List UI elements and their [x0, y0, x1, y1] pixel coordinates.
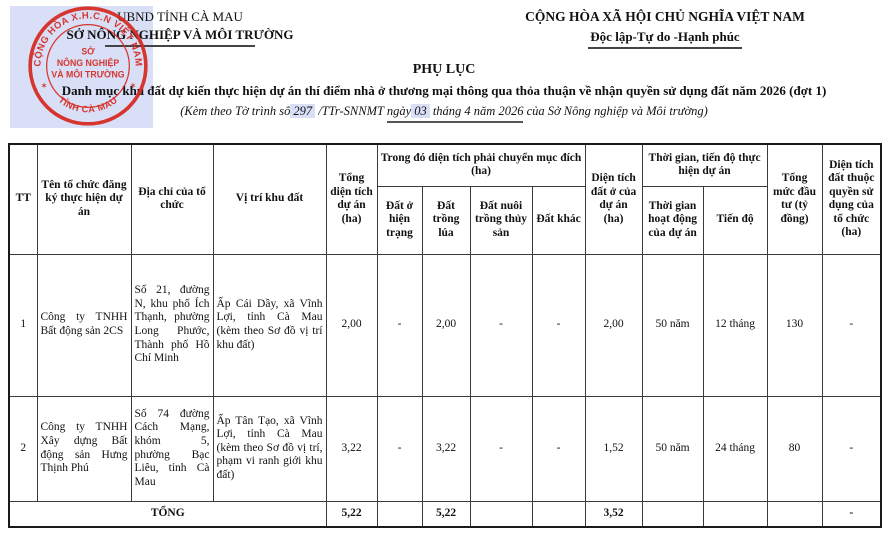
cell-own-land: -	[821, 253, 882, 397]
seal-center-line2: NÔNG NGHIỆP	[57, 57, 119, 68]
reference-suffix: của Sở Nông nghiệp và Môi trường)	[526, 104, 708, 118]
motto-line: Độc lập-Tự do -Hạnh phúc	[588, 28, 742, 49]
page-title: PHỤ LỤC	[412, 62, 476, 77]
reference-symbol: /TTr-SNNMT	[318, 104, 384, 118]
reference-prefix: (Kèm theo Tờ trình số	[180, 104, 291, 118]
cell-duration: 50 năm	[641, 395, 704, 502]
col-header-investment: Tổng mức đầu tư (tỷ đồng)	[766, 143, 823, 255]
total-residential-area: 3,52	[584, 500, 643, 528]
cell-location: Ấp Tân Tạo, xã Vĩnh Lợi, tỉnh Cà Mau (kè…	[212, 395, 327, 502]
svg-text:TỈNH CÀ MAU: TỈNH CÀ MAU	[57, 95, 120, 115]
seal-center-line3: VÀ MÔI TRƯỜNG	[51, 68, 124, 79]
total-progress	[702, 500, 768, 528]
cell-investment: 80	[766, 395, 823, 502]
national-motto-header: CỘNG HÒA XÃ HỘI CHỦ NGHĨA VIỆT NAM Độc l…	[450, 8, 880, 49]
total-residential-existing	[376, 500, 423, 528]
total-investment	[766, 500, 823, 528]
col-header-residential-existing: Đất ở hiện trạng	[376, 185, 423, 255]
cell-residential-area: 2,00	[584, 253, 643, 397]
cell-duration: 50 năm	[641, 253, 704, 397]
total-duration	[641, 500, 704, 528]
cell-other-land: -	[531, 253, 586, 397]
country-title: CỘNG HÒA XÃ HỘI CHỦ NGHĨA VIỆT NAM	[525, 9, 805, 24]
cell-org-name: Công ty TNHH Xây dựng Bất động sản Hưng …	[36, 395, 132, 502]
land-plot-table: TT Tên tổ chức đăng ký thực hiện dự án Đ…	[8, 143, 883, 528]
col-header-residential-area: Diện tích đất ở của dự án (ha)	[584, 143, 643, 255]
col-header-aquaculture: Đất nuôi trồng thủy sản	[469, 185, 533, 255]
total-other-land	[531, 500, 586, 528]
agency-underline	[105, 45, 255, 48]
agency-name: SỞ NÔNG NGHIỆP VÀ MÔI TRƯỜNG	[66, 26, 294, 42]
col-header-org-name: Tên tổ chức đăng ký thực hiện dự án	[36, 143, 132, 255]
cell-progress: 12 tháng	[702, 253, 768, 397]
reference-date-underlined: ngày 03 tháng 4 năm 2026	[386, 104, 524, 123]
table-row-1: 1 Công ty TNHH Bất động sản 2CS Số 21, đ…	[8, 253, 882, 397]
col-header-duration: Thời gian hoạt động của dự án	[641, 185, 704, 255]
col-group-conversion: Trong đó diện tích phải chuyển mục đích …	[376, 143, 586, 187]
total-rice-land: 5,22	[421, 500, 471, 528]
total-row: TỔNG 5,22 5,22 3,52 -	[8, 500, 882, 528]
cell-total-area: 3,22	[325, 395, 378, 502]
agency-parent-name: UBND TỈNH CÀ MAU	[117, 9, 243, 24]
cell-residential-existing: -	[376, 395, 423, 502]
seal-star-left-icon: ✶	[40, 82, 47, 91]
cell-residential-existing: -	[376, 253, 423, 397]
col-header-total-area: Tổng diện tích dự án (ha)	[325, 143, 378, 255]
col-header-own-land: Diện tích đất thuộc quyền sử dụng của tổ…	[821, 143, 882, 255]
cell-tt: 1	[8, 253, 38, 397]
total-total-area: 5,22	[325, 500, 378, 528]
cell-aquaculture: -	[469, 253, 533, 397]
cell-own-land: -	[821, 395, 882, 502]
cell-org-address: Số 74 đường Cách Mạng, khóm 5, phường Bạ…	[130, 395, 214, 502]
cell-other-land: -	[531, 395, 586, 502]
cell-total-area: 2,00	[325, 253, 378, 397]
col-header-location: Vị trí khu đất	[212, 143, 327, 255]
cell-residential-area: 1,52	[584, 395, 643, 502]
total-own-land: -	[821, 500, 882, 528]
document-subtitle: Danh mục khu đất dự kiến thực hiện dự án…	[61, 83, 827, 98]
cell-aquaculture: -	[469, 395, 533, 502]
col-header-other-land: Đất khác	[531, 185, 586, 255]
reference-line: (Kèm theo Tờ trình số 297 /TTr-SNNMT ngày…	[0, 104, 888, 123]
cell-rice-land: 3,22	[421, 395, 471, 502]
day-label: ngày	[386, 104, 412, 118]
seal-center-line1: SỞ	[81, 46, 95, 57]
date-rest: tháng 4 năm 2026	[432, 104, 524, 118]
seal-bottom-arc-text: TỈNH CÀ MAU	[57, 95, 119, 115]
cell-location: Ấp Cái Dầy, xã Vĩnh Lợi, tỉnh Cà Mau (kè…	[212, 253, 327, 397]
issuing-agency-header: UBND TỈNH CÀ MAU SỞ NÔNG NGHIỆP VÀ MÔI T…	[30, 8, 330, 48]
cell-investment: 130	[766, 253, 823, 397]
official-seal-icon: CỘNG HÒA X.H.C.N VIỆT NAM TỈNH CÀ MAU ✶ …	[28, 6, 148, 126]
cell-org-address: Số 21, đường N, khu phố Ích Thạnh, phườn…	[130, 253, 214, 397]
total-aquaculture	[469, 500, 533, 528]
day-field[interactable]: 03	[411, 104, 430, 118]
cell-rice-land: 2,00	[421, 253, 471, 397]
seal-star-right-icon: ✶	[129, 82, 136, 91]
col-group-schedule: Thời gian, tiến độ thực hiện dự án	[641, 143, 768, 187]
total-label: TỔNG	[8, 500, 327, 528]
table-row-2: 2 Công ty TNHH Xây dựng Bất động sản Hưn…	[8, 395, 882, 502]
col-header-tt: TT	[8, 143, 38, 255]
col-header-org-address: Địa chỉ của tổ chức	[130, 143, 214, 255]
doc-number-field[interactable]: 297	[290, 104, 316, 118]
cell-org-name: Công ty TNHH Bất động sản 2CS	[36, 253, 132, 397]
col-header-rice-land: Đất trồng lúa	[421, 185, 471, 255]
cell-progress: 24 tháng	[702, 395, 768, 502]
col-header-progress: Tiến độ	[702, 185, 768, 255]
cell-tt: 2	[8, 395, 38, 502]
